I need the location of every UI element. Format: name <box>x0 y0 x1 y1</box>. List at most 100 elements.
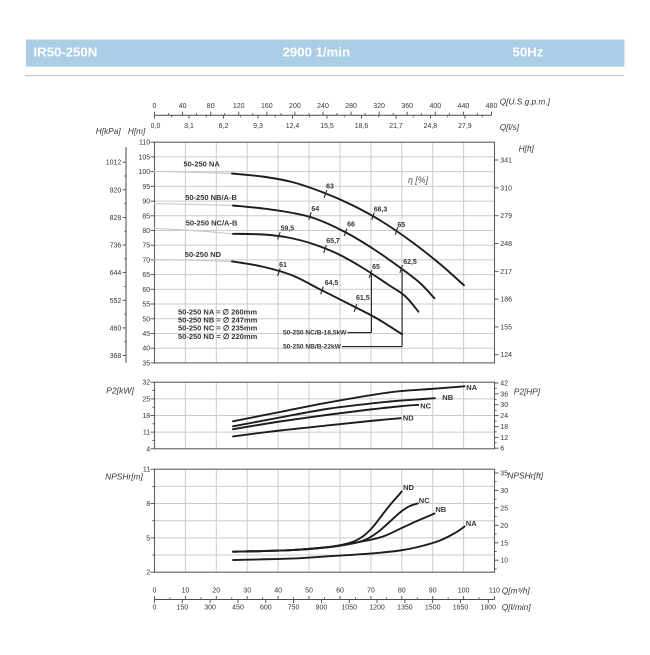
svg-text:62,5: 62,5 <box>403 259 417 266</box>
svg-text:40: 40 <box>274 588 282 595</box>
svg-text:IR50-250N: IR50-250N <box>34 45 98 60</box>
svg-text:900: 900 <box>316 604 328 611</box>
svg-text:P2[kW]: P2[kW] <box>106 386 134 396</box>
svg-text:59,5: 59,5 <box>281 225 295 232</box>
svg-text:65,7: 65,7 <box>326 238 340 245</box>
svg-text:15: 15 <box>500 540 508 547</box>
svg-text:66,3: 66,3 <box>374 206 388 213</box>
svg-text:1800: 1800 <box>481 604 497 611</box>
svg-text:12,4: 12,4 <box>286 123 300 130</box>
svg-text:NC: NC <box>420 402 431 411</box>
svg-text:600: 600 <box>260 604 272 611</box>
svg-text:1050: 1050 <box>341 604 357 611</box>
svg-text:NPSHr[ft]: NPSHr[ft] <box>507 470 544 480</box>
svg-text:NPSHr[m]: NPSHr[m] <box>105 471 143 481</box>
svg-text:120: 120 <box>233 103 245 110</box>
svg-text:110: 110 <box>489 588 500 595</box>
svg-text:1350: 1350 <box>397 604 413 611</box>
svg-text:NC: NC <box>419 496 430 505</box>
svg-text:186: 186 <box>500 297 512 304</box>
svg-text:25: 25 <box>142 396 150 403</box>
svg-text:65: 65 <box>142 272 150 279</box>
svg-text:50-250 NB/B-22kW: 50-250 NB/B-22kW <box>283 344 342 351</box>
svg-text:30: 30 <box>500 402 508 409</box>
svg-text:20: 20 <box>212 588 220 595</box>
svg-text:25: 25 <box>500 505 508 512</box>
svg-text:5: 5 <box>146 535 150 542</box>
svg-text:60: 60 <box>142 287 150 294</box>
svg-text:50-250 NA = ∅ 260mm: 50-250 NA = ∅ 260mm <box>178 308 257 317</box>
svg-text:100: 100 <box>139 169 151 176</box>
svg-text:124: 124 <box>500 352 512 359</box>
svg-text:440: 440 <box>458 103 470 110</box>
svg-text:30: 30 <box>243 588 251 595</box>
svg-text:248: 248 <box>500 241 512 248</box>
svg-text:217: 217 <box>500 269 512 276</box>
svg-text:90: 90 <box>429 588 437 595</box>
svg-text:70: 70 <box>142 257 150 264</box>
svg-text:280: 280 <box>345 103 357 110</box>
svg-text:50-250 ND: 50-250 ND <box>185 250 222 259</box>
svg-text:12: 12 <box>500 435 508 442</box>
svg-text:4: 4 <box>146 446 150 453</box>
svg-text:ND: ND <box>403 483 414 492</box>
svg-text:NB: NB <box>442 393 453 402</box>
svg-text:NA: NA <box>466 519 477 528</box>
svg-text:50-250 NC/A-B: 50-250 NC/A-B <box>186 219 238 228</box>
svg-text:42: 42 <box>500 381 508 388</box>
svg-text:95: 95 <box>142 184 150 191</box>
svg-text:NA: NA <box>466 383 477 392</box>
svg-text:61,5: 61,5 <box>356 295 370 302</box>
svg-text:0,0: 0,0 <box>151 123 161 130</box>
svg-text:200: 200 <box>289 103 301 110</box>
svg-text:60: 60 <box>336 588 344 595</box>
svg-text:30: 30 <box>500 488 508 495</box>
svg-text:P2[HP]: P2[HP] <box>514 387 541 397</box>
svg-text:480: 480 <box>486 103 498 110</box>
svg-text:50-250 ND = ∅ 220mm: 50-250 ND = ∅ 220mm <box>178 332 258 341</box>
svg-text:21,7: 21,7 <box>389 123 403 130</box>
svg-text:160: 160 <box>261 103 273 110</box>
svg-text:150: 150 <box>176 604 188 611</box>
svg-text:736: 736 <box>110 243 122 250</box>
svg-text:Q[l/min]: Q[l/min] <box>502 602 532 612</box>
svg-text:36: 36 <box>500 391 508 398</box>
svg-text:35: 35 <box>500 471 508 478</box>
svg-text:50-250 NC = ∅ 235mm: 50-250 NC = ∅ 235mm <box>178 324 258 333</box>
svg-text:61: 61 <box>279 262 287 269</box>
svg-text:40: 40 <box>179 103 187 110</box>
svg-text:1200: 1200 <box>369 604 385 611</box>
svg-text:65: 65 <box>397 222 405 229</box>
svg-text:70: 70 <box>367 588 375 595</box>
svg-text:360: 360 <box>401 103 413 110</box>
svg-text:24: 24 <box>500 413 508 420</box>
svg-text:65: 65 <box>372 264 380 271</box>
svg-text:18: 18 <box>142 413 150 420</box>
svg-text:20: 20 <box>500 523 508 530</box>
svg-text:0: 0 <box>153 604 157 611</box>
svg-text:110: 110 <box>139 140 150 147</box>
svg-text:η [%]: η [%] <box>408 175 429 185</box>
svg-text:2: 2 <box>146 570 150 577</box>
svg-text:310: 310 <box>500 185 512 192</box>
svg-text:0: 0 <box>153 103 157 110</box>
svg-text:63: 63 <box>326 183 334 190</box>
svg-text:50-250 NB = ∅ 247mm: 50-250 NB = ∅ 247mm <box>178 316 258 325</box>
svg-text:11: 11 <box>143 467 150 474</box>
svg-text:Q[U.S.g.p.m.]: Q[U.S.g.p.m.] <box>500 97 551 107</box>
svg-text:55: 55 <box>142 302 150 309</box>
svg-text:6,2: 6,2 <box>219 123 229 130</box>
svg-text:64: 64 <box>311 206 319 213</box>
svg-text:341: 341 <box>500 158 512 165</box>
svg-text:320: 320 <box>373 103 385 110</box>
svg-text:50: 50 <box>305 588 313 595</box>
svg-text:828: 828 <box>110 215 122 222</box>
svg-text:75: 75 <box>142 243 150 250</box>
svg-text:552: 552 <box>110 298 122 305</box>
svg-text:90: 90 <box>142 199 150 206</box>
svg-text:64,5: 64,5 <box>325 280 339 287</box>
svg-text:45: 45 <box>142 331 150 338</box>
svg-text:1012: 1012 <box>106 160 122 167</box>
svg-text:11: 11 <box>143 430 150 437</box>
svg-text:ND: ND <box>403 414 414 423</box>
